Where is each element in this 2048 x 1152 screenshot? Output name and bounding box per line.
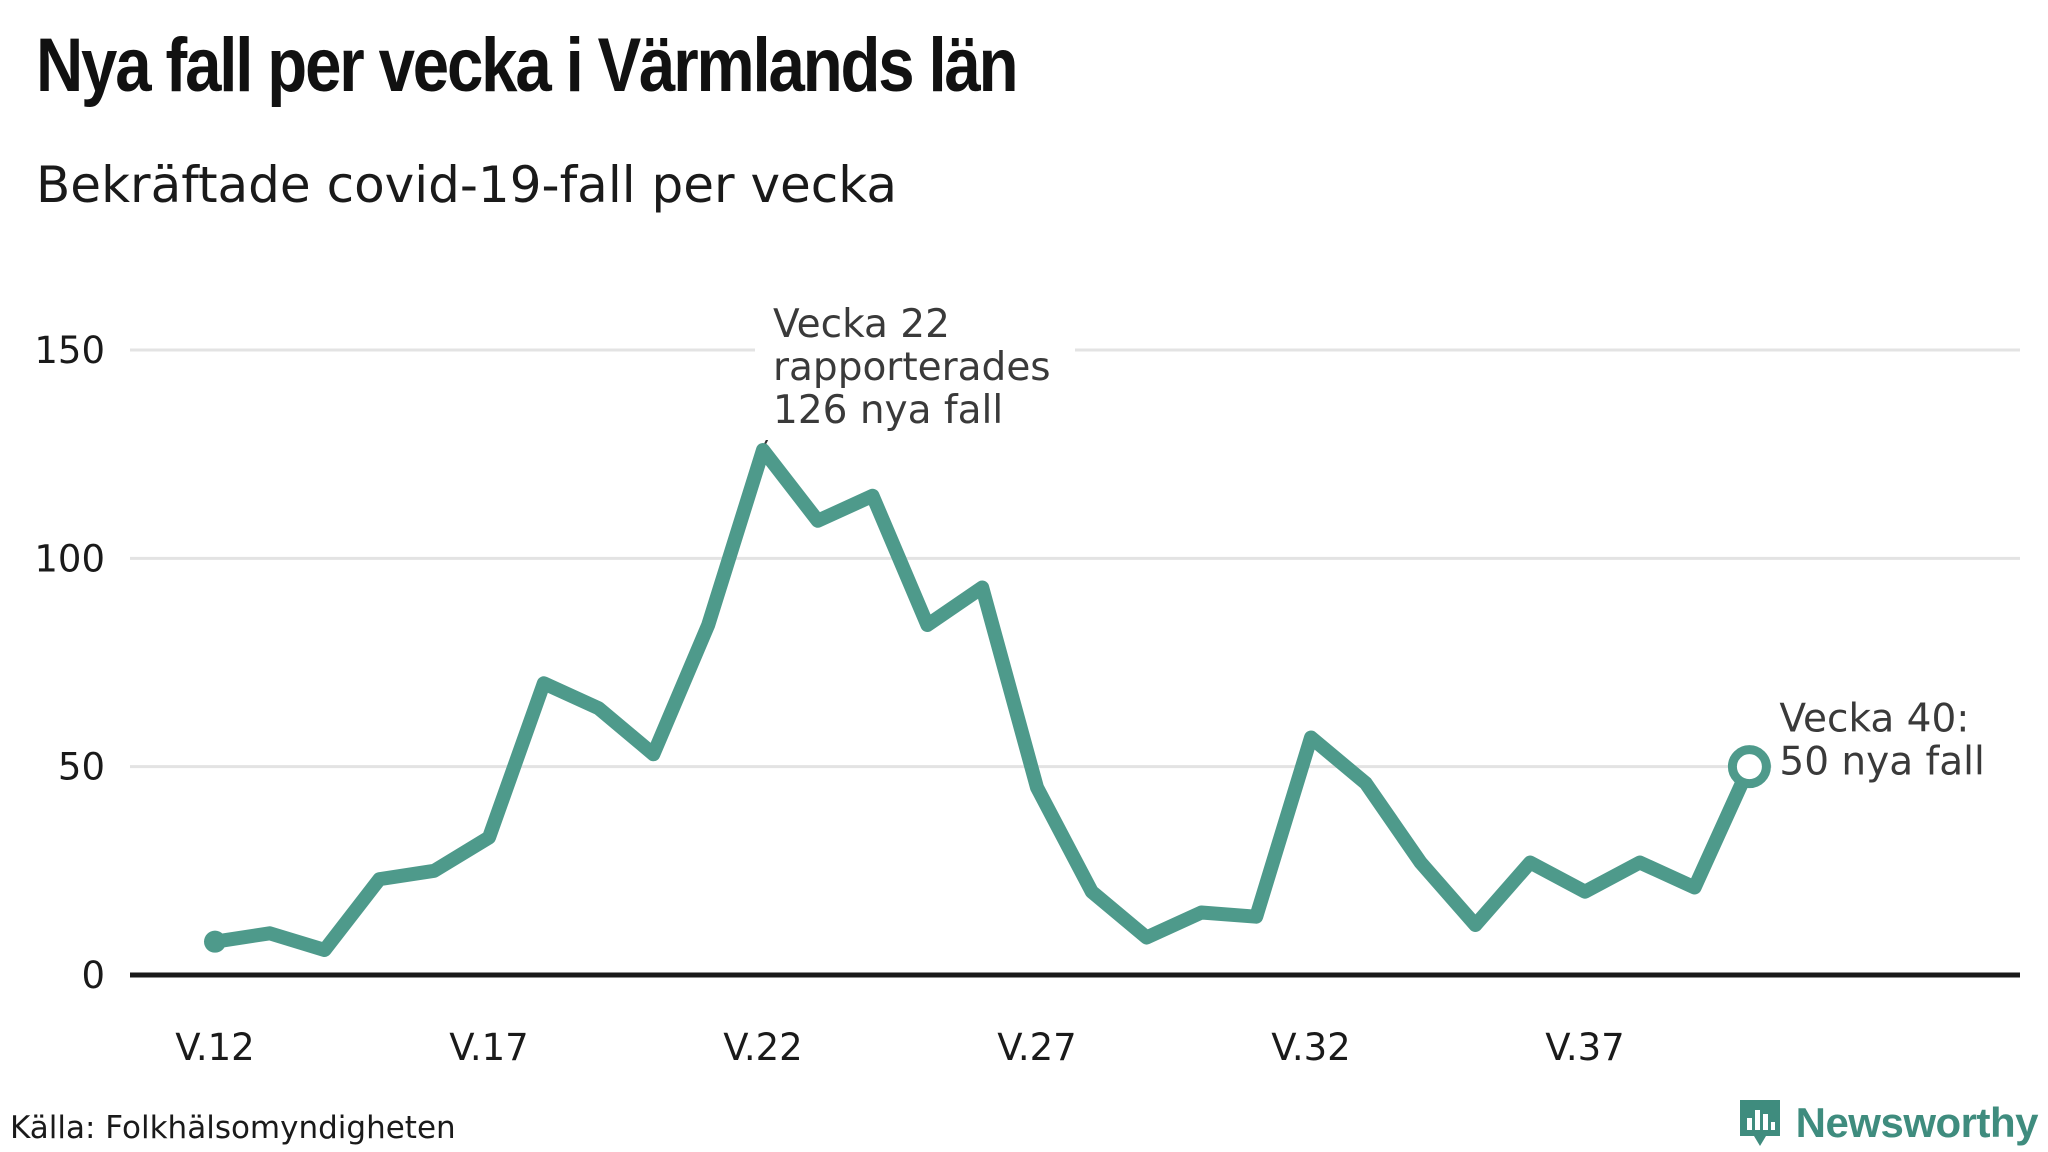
brand-logo: Newsworthy xyxy=(1736,1096,2039,1150)
x-tick-label: V.27 xyxy=(997,1026,1076,1069)
peak-annotation-text: Vecka 22 xyxy=(773,302,950,347)
series-line xyxy=(208,443,1757,957)
x-tick-label: V.17 xyxy=(449,1026,528,1069)
y-tick-label: 50 xyxy=(58,746,105,789)
end-annotation-text: 50 nya fall xyxy=(1779,740,1984,785)
x-tick-label: V.32 xyxy=(1271,1026,1350,1069)
newsworthy-logo-icon xyxy=(1739,1100,1780,1146)
x-tick-label: V.12 xyxy=(175,1026,254,1069)
x-tick-label: V.37 xyxy=(1545,1026,1624,1069)
y-tick-label: 150 xyxy=(34,329,105,372)
chart-title: Nya fall per vecka i Värmlands län xyxy=(36,23,1019,108)
source-note: Källa: Folkhälsomyndigheten xyxy=(10,1110,456,1146)
x-axis-ticks: V.12 V.17 V.22 V.27 V.32 V.37 xyxy=(175,1026,1624,1069)
peak-annotation-text: 126 nya fall xyxy=(773,388,1003,433)
start-point xyxy=(204,930,226,953)
series-layer xyxy=(204,443,1771,957)
brand-name: Newsworthy xyxy=(1795,1099,2039,1146)
peak-annotation-background xyxy=(755,300,1075,440)
peak-annotation-text: rapporterades xyxy=(773,345,1051,390)
y-tick-label: 0 xyxy=(81,954,105,997)
end-annotation-text: Vecka 40: xyxy=(1779,697,1969,742)
end-point-marker xyxy=(1727,745,1771,789)
end-annotation-background xyxy=(1771,694,2024,795)
x-tick-label: V.22 xyxy=(723,1026,802,1069)
y-tick-label: 100 xyxy=(34,537,105,580)
y-axis-ticks: 0 50 100 150 xyxy=(34,329,105,997)
chart-subtitle: Bekräftade covid-19-fall per vecka xyxy=(36,156,898,214)
